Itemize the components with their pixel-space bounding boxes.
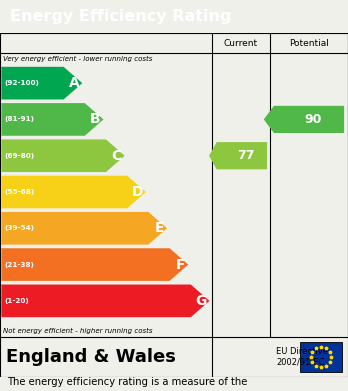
Text: (69-80): (69-80): [4, 153, 34, 159]
Text: Current: Current: [224, 38, 258, 47]
Polygon shape: [1, 103, 103, 136]
Text: England & Wales: England & Wales: [6, 348, 176, 366]
Text: (39-54): (39-54): [4, 225, 34, 231]
Text: F: F: [176, 258, 185, 272]
Polygon shape: [264, 106, 344, 133]
Polygon shape: [1, 67, 82, 99]
Polygon shape: [1, 139, 125, 172]
Text: 90: 90: [304, 113, 322, 126]
Text: (55-68): (55-68): [4, 189, 34, 195]
Polygon shape: [1, 212, 167, 245]
Polygon shape: [1, 248, 188, 281]
Text: Not energy efficient - higher running costs: Not energy efficient - higher running co…: [3, 328, 153, 334]
Polygon shape: [1, 176, 146, 208]
Text: Potential: Potential: [289, 38, 329, 47]
Bar: [300, 342, 342, 372]
Text: (1-20): (1-20): [4, 298, 29, 304]
Text: (81-91): (81-91): [4, 117, 34, 122]
Text: Energy Efficiency Rating: Energy Efficiency Rating: [10, 9, 232, 24]
Text: (21-38): (21-38): [4, 262, 34, 267]
Text: (92-100): (92-100): [4, 80, 39, 86]
Text: E: E: [155, 221, 164, 235]
Text: B: B: [90, 113, 101, 126]
Text: The energy efficiency rating is a measure of the
overall efficiency of a home. T: The energy efficiency rating is a measur…: [7, 377, 259, 391]
Text: Very energy efficient - lower running costs: Very energy efficient - lower running co…: [3, 56, 153, 62]
Text: 77: 77: [237, 149, 254, 162]
Text: C: C: [112, 149, 122, 163]
Text: A: A: [69, 76, 79, 90]
Text: D: D: [132, 185, 143, 199]
Text: EU Directive
2002/91/EC: EU Directive 2002/91/EC: [276, 347, 328, 367]
Polygon shape: [209, 142, 267, 169]
Text: G: G: [195, 294, 207, 308]
Polygon shape: [1, 285, 209, 317]
